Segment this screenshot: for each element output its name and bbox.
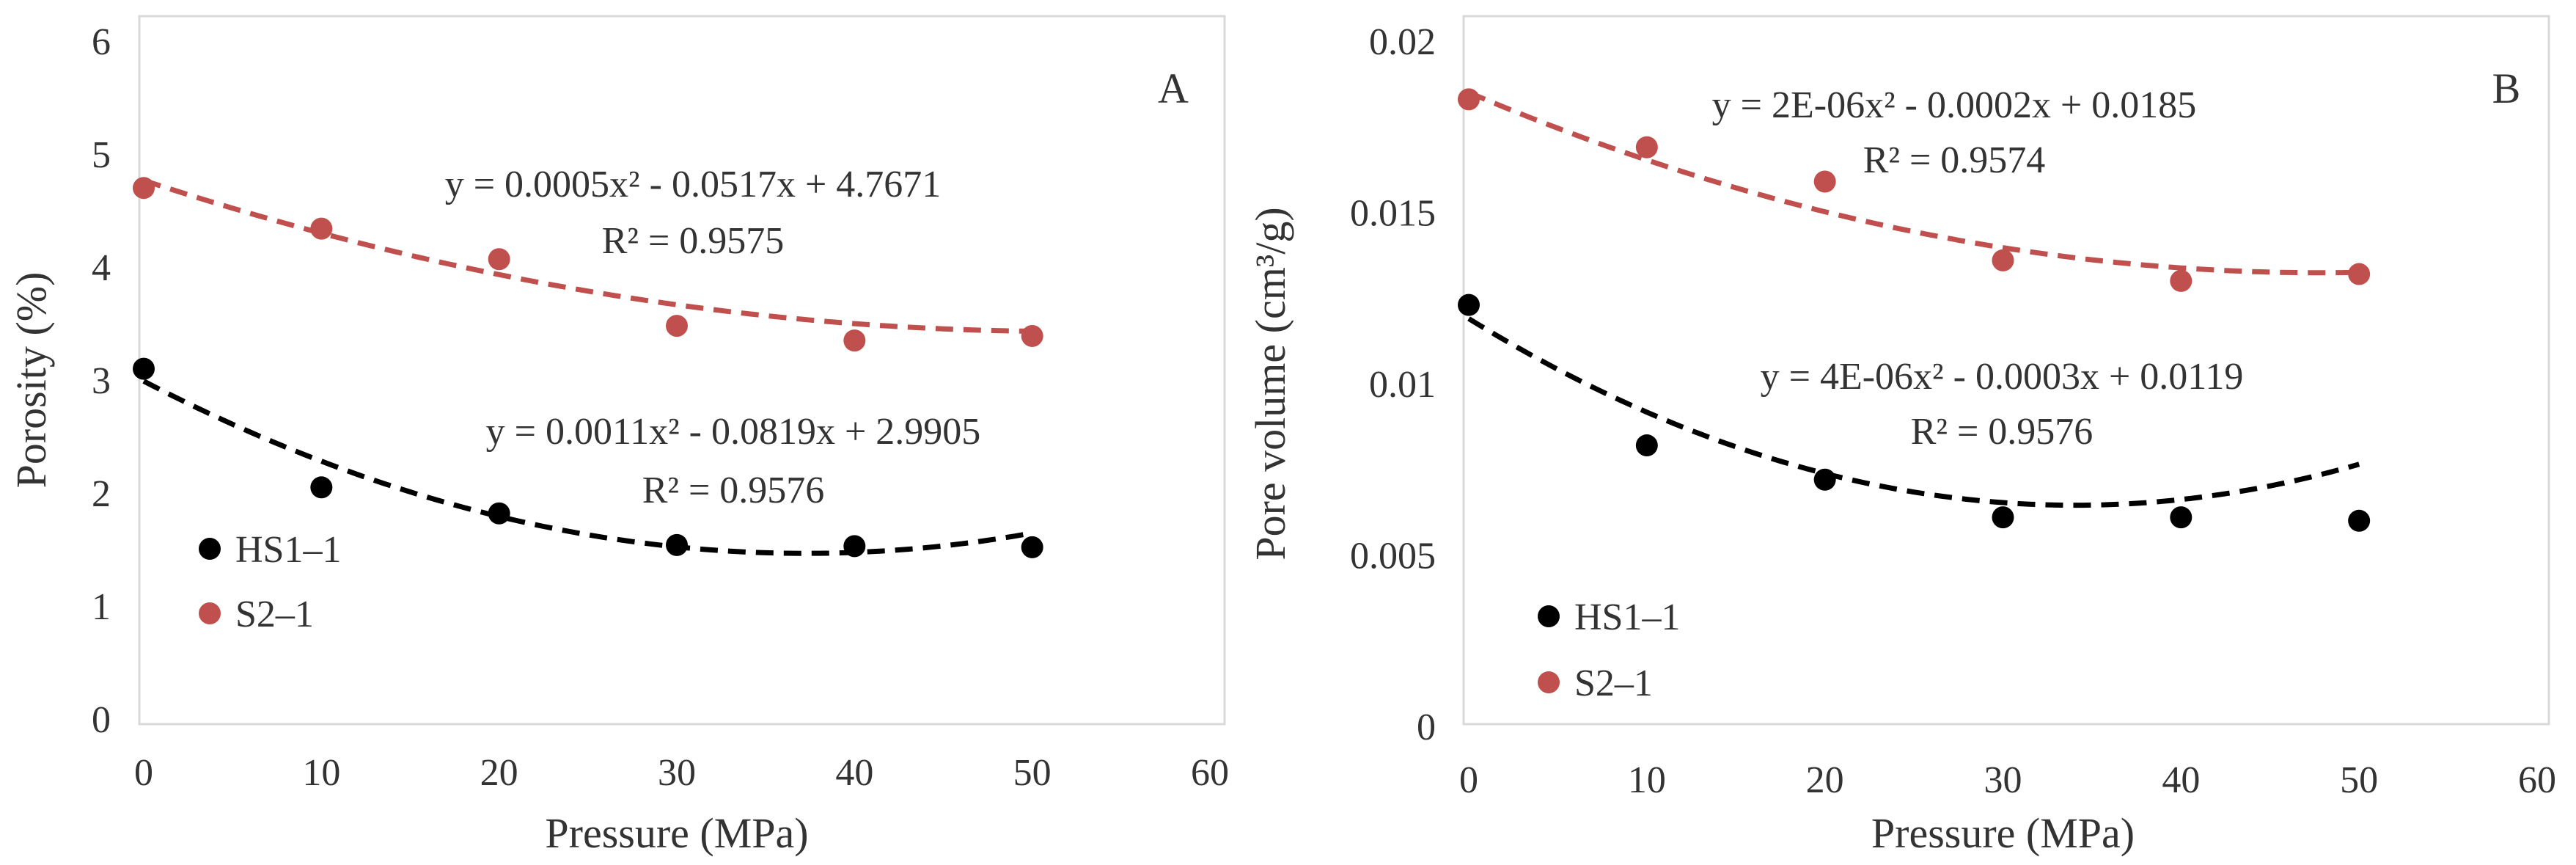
y-tick-label: 1 <box>92 586 111 628</box>
y-tick-label: 3 <box>92 360 111 402</box>
r-squared-hs11: R² = 0.9576 <box>642 470 825 511</box>
trendline-s21 <box>142 178 1032 334</box>
data-point-hs11 <box>1021 536 1043 558</box>
y-tick-label: 2 <box>92 473 111 515</box>
x-tick-label: 0 <box>1459 759 1478 801</box>
trendline-equation-hs11: y = 0.0011x² - 0.0819x + 2.9905 <box>486 411 981 453</box>
x-tick-label: 20 <box>1806 759 1844 801</box>
y-tick-label: 0.005 <box>1350 536 1436 577</box>
trendline-equation-hs11: y = 4E-06x² - 0.0003x + 0.0119 <box>1761 356 2244 398</box>
data-point-hs11 <box>488 502 510 525</box>
data-point-s21 <box>1021 324 1043 347</box>
data-point-hs11 <box>310 476 333 499</box>
y-tick-label: 0 <box>92 699 111 741</box>
data-point-s21 <box>2348 263 2371 285</box>
y-axis-title: Porosity (%) <box>7 272 55 489</box>
trendline-equation-s21: y = 2E-06x² - 0.0002x + 0.0185 <box>1712 84 2197 126</box>
y-axis-title: Pore volume (cm³/g) <box>1247 207 1294 560</box>
trendline-hs11 <box>142 379 1033 556</box>
data-point-s21 <box>1813 170 1836 193</box>
trendline-equation-s21: y = 0.0005x² - 0.0517x + 4.7671 <box>445 164 942 205</box>
data-point-s21 <box>843 329 866 352</box>
legend-label-s21: S2–1 <box>235 594 314 635</box>
x-axis-title: Pressure (MPa) <box>1871 809 2135 857</box>
data-point-hs11 <box>843 535 866 558</box>
y-tick-label: 6 <box>92 21 111 63</box>
data-point-s21 <box>310 217 333 240</box>
x-tick-label: 30 <box>1984 759 2022 801</box>
data-point-s21 <box>1458 88 1480 111</box>
x-tick-label: 20 <box>480 752 518 794</box>
x-tick-label: 60 <box>2518 759 2556 801</box>
r-squared-hs11: R² = 0.9576 <box>1911 411 2094 453</box>
y-tick-label: 5 <box>92 134 111 176</box>
r-squared-s21: R² = 0.9575 <box>602 220 785 262</box>
data-point-s21 <box>1635 136 1658 158</box>
legend: HS1–1 S2–1 <box>1538 596 1680 704</box>
data-point-s21 <box>666 315 688 337</box>
legend-marker-hs11 <box>199 538 221 560</box>
x-tick-label: 40 <box>2162 759 2200 801</box>
data-point-s21 <box>488 248 510 271</box>
legend-label-hs11: HS1–1 <box>235 529 341 571</box>
data-point-s21 <box>1992 249 2014 271</box>
data-point-hs11 <box>2170 506 2192 529</box>
data-point-s21 <box>2170 269 2192 292</box>
x-tick-label: 40 <box>835 752 873 794</box>
y-tick-label: 0 <box>1417 707 1436 748</box>
x-tick-label: 60 <box>1191 752 1229 794</box>
legend-marker-s21 <box>1538 671 1560 693</box>
x-tick-label: 50 <box>2340 759 2378 801</box>
y-tick-label: 0.015 <box>1350 193 1436 235</box>
data-point-hs11 <box>1458 293 1480 316</box>
y-tick-label: 0.01 <box>1369 364 1436 406</box>
data-point-s21 <box>133 177 155 200</box>
x-tick-label: 10 <box>1628 759 1666 801</box>
data-point-hs11 <box>1992 506 2014 529</box>
trendline-s21 <box>1467 90 2360 276</box>
x-tick-label: 30 <box>658 752 696 794</box>
data-point-hs11 <box>1635 434 1658 457</box>
y-tick-label: 0.02 <box>1369 21 1436 63</box>
chart-panel-a: 0 10 20 30 40 50 60 0 1 2 3 4 5 6 Pressure (MPa) Porosi… <box>7 15 1229 857</box>
x-tick-label: 50 <box>1013 752 1052 794</box>
r-squared-s21: R² = 0.9574 <box>1863 139 2046 181</box>
panel-label: A <box>1158 65 1189 112</box>
legend-label-s21: S2–1 <box>1574 663 1653 704</box>
legend: HS1–1 S2–1 <box>199 529 341 635</box>
data-point-hs11 <box>2348 509 2371 532</box>
chart-panel-b: 0 10 20 30 40 50 60 0 0.005 0.01 0.015 0.02 Pressure… <box>1247 15 2556 857</box>
x-tick-label: 0 <box>134 752 153 794</box>
legend-marker-hs11 <box>1538 605 1560 627</box>
data-point-hs11 <box>1813 468 1836 491</box>
x-axis-title: Pressure (MPa) <box>545 809 808 857</box>
data-point-hs11 <box>666 533 688 556</box>
x-tick-label: 10 <box>302 752 340 794</box>
panel-label: B <box>2492 65 2521 112</box>
plot-frame <box>1462 15 2550 726</box>
y-tick-label: 4 <box>92 247 111 289</box>
data-point-hs11 <box>133 357 155 380</box>
legend-marker-s21 <box>199 602 221 624</box>
legend-label-hs11: HS1–1 <box>1574 596 1680 638</box>
trendline-hs11 <box>1467 316 2360 508</box>
